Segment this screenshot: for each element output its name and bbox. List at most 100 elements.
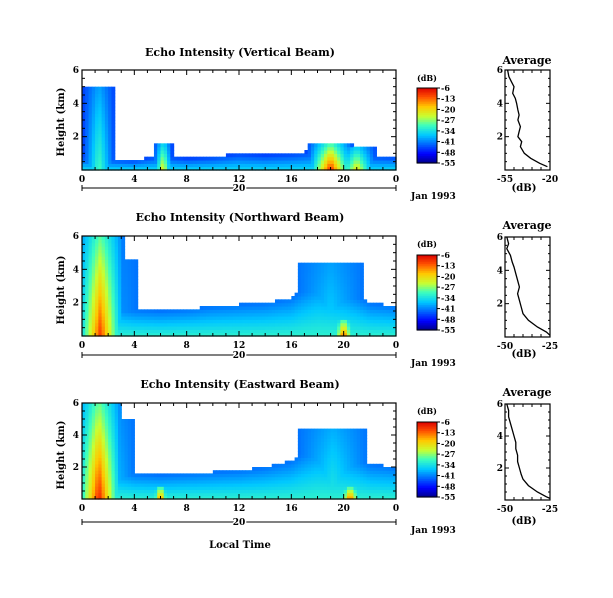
heatmap-cell [196, 476, 201, 481]
heatmap-cell [261, 470, 266, 474]
heatmap-cell [386, 329, 391, 334]
heatmap-cell [212, 309, 217, 314]
colorbar-segment [417, 438, 437, 441]
heatmap-cell [330, 473, 335, 478]
heatmap-cell [255, 492, 260, 497]
heatmap-cell [101, 454, 106, 458]
heatmap-cell [189, 166, 194, 171]
heatmap-cell [91, 156, 96, 161]
heatmap-cell [163, 146, 168, 151]
heatmap-cell [297, 444, 302, 449]
heatmap-cell [117, 412, 122, 417]
heatmap-cell [121, 312, 126, 317]
heatmap-cell [121, 332, 126, 337]
heatmap-cell [350, 428, 355, 433]
heatmap-cell [307, 306, 312, 310]
colorbar-segment [417, 146, 437, 150]
heatmap-cell [324, 266, 328, 270]
heatmap-cell [170, 322, 175, 327]
heatmap-cell [356, 302, 361, 307]
heatmap-cell [127, 332, 132, 337]
heatmap-cell [376, 463, 381, 468]
heatmap-cell [392, 166, 397, 171]
heatmap-cell [239, 306, 243, 310]
heatmap-cell [85, 279, 90, 284]
heatmap-cell [353, 441, 358, 446]
colorbar-segment [417, 491, 437, 495]
heatmap-cell [95, 326, 99, 330]
heatmap-cell [350, 312, 355, 317]
heatmap-cell [330, 143, 335, 148]
day-label: 20 [233, 184, 246, 194]
heatmap-cell [176, 319, 181, 324]
heatmap-cell [340, 316, 345, 320]
heatmap-cell [229, 470, 234, 474]
heatmap-cell [85, 262, 90, 267]
heatmap-cell [117, 460, 122, 465]
colorbar-segment [417, 109, 437, 112]
heatmap-cell [140, 309, 145, 314]
heatmap-cell [104, 133, 109, 138]
heatmap-cell [85, 415, 90, 420]
heatmap-cell [108, 126, 113, 131]
heatmap-cell [258, 312, 263, 317]
heatmap-cell [288, 306, 292, 310]
y-tick-label: 2 [73, 463, 79, 473]
heatmap-cell [307, 454, 312, 458]
heatmap-cell [131, 451, 135, 455]
heatmap-cell [337, 438, 341, 442]
heatmap-cell [307, 441, 312, 446]
heatmap-cell [317, 463, 322, 468]
heatmap-cell [95, 286, 99, 290]
heatmap-cell [98, 133, 103, 138]
heatmap-cell [363, 431, 368, 436]
heatmap-cell [131, 441, 135, 446]
heatmap-cell [101, 479, 106, 484]
heatmap-cell [131, 299, 135, 304]
heatmap-cell [88, 140, 93, 144]
heatmap-cell [85, 156, 90, 161]
heatmap-cell [337, 447, 341, 452]
heatmap-cell [245, 163, 250, 168]
heatmap-cell [314, 451, 319, 455]
heatmap-cell [291, 306, 296, 310]
heatmap-cell [363, 146, 368, 151]
heatmap-cell [121, 256, 126, 260]
heatmap-cell [121, 486, 126, 490]
heatmap-cell [229, 156, 234, 161]
heatmap-cell [111, 272, 116, 277]
heatmap-cell [337, 470, 341, 474]
heatmap-cell [124, 269, 129, 274]
heatmap-cell [176, 166, 181, 171]
heatmap-cell [373, 312, 377, 317]
heatmap-cell [127, 262, 132, 267]
heatmap-cell [337, 428, 341, 433]
heatmap-cell [324, 486, 328, 490]
colorbar-segment [417, 157, 437, 161]
heatmap-cell [88, 425, 93, 430]
heatmap-cell [291, 489, 296, 494]
heatmap-cell [98, 143, 103, 148]
heatmap-cell [127, 279, 132, 284]
heatmap-cell [350, 163, 355, 168]
heatmap-cell [98, 447, 103, 452]
heatmap-cell [373, 156, 377, 161]
heatmap-cell [95, 419, 99, 423]
heatmap-cell [320, 473, 325, 478]
heatmap-cell [101, 457, 106, 462]
heatmap-cell [137, 316, 142, 320]
heatmap-cell [297, 316, 302, 320]
heatmap-cell [163, 319, 168, 324]
heatmap-cell [216, 473, 220, 478]
colorbar-segment [417, 258, 437, 261]
heatmap-cell [379, 160, 384, 164]
heatmap-cell [173, 489, 178, 494]
heatmap-cell [104, 130, 109, 134]
heatmap-cell [350, 279, 355, 284]
heatmap-cell [137, 332, 142, 337]
heatmap-cell [373, 309, 377, 314]
heatmap-cell [95, 463, 99, 468]
heatmap-cell [176, 160, 181, 164]
heatmap-cell [294, 457, 299, 462]
heatmap-cell [340, 160, 345, 164]
